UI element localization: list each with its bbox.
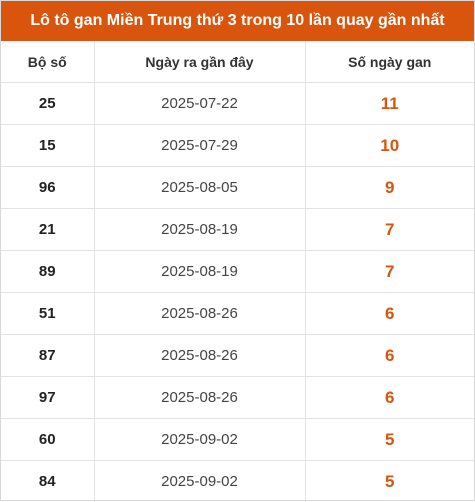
last-appearance-date: 2025-08-26 [94,335,305,377]
last-appearance-date: 2025-09-02 [94,461,305,502]
days-absent: 10 [305,125,474,167]
last-appearance-date: 2025-09-02 [94,419,305,461]
column-header-days: Số ngày gan [305,41,474,83]
days-absent: 7 [305,251,474,293]
last-appearance-date: 2025-08-05 [94,167,305,209]
lottery-number: 25 [1,83,94,125]
lottery-number: 15 [1,125,94,167]
last-appearance-date: 2025-08-26 [94,377,305,419]
lottery-number: 89 [1,251,94,293]
last-appearance-date: 2025-08-19 [94,209,305,251]
last-appearance-date: 2025-07-22 [94,83,305,125]
table-header-row: Bộ số Ngày ra gần đây Số ngày gan [1,41,474,83]
days-absent: 7 [305,209,474,251]
days-absent: 6 [305,377,474,419]
days-absent: 9 [305,167,474,209]
widget-title: Lô tô gan Miền Trung thứ 3 trong 10 lần … [1,1,474,41]
lottery-number: 60 [1,419,94,461]
last-appearance-date: 2025-07-29 [94,125,305,167]
lottery-number: 87 [1,335,94,377]
days-absent: 6 [305,293,474,335]
lottery-number: 97 [1,377,94,419]
lottery-number: 51 [1,293,94,335]
lottery-number: 84 [1,461,94,502]
column-header-last-date: Ngày ra gần đây [94,41,305,83]
column-header-number: Bộ số [1,41,94,83]
days-absent: 5 [305,461,474,502]
days-absent: 5 [305,419,474,461]
lottery-number: 21 [1,209,94,251]
days-absent: 11 [305,83,474,125]
days-absent: 6 [305,335,474,377]
last-appearance-date: 2025-08-26 [94,293,305,335]
last-appearance-date: 2025-08-19 [94,251,305,293]
lottery-number: 96 [1,167,94,209]
